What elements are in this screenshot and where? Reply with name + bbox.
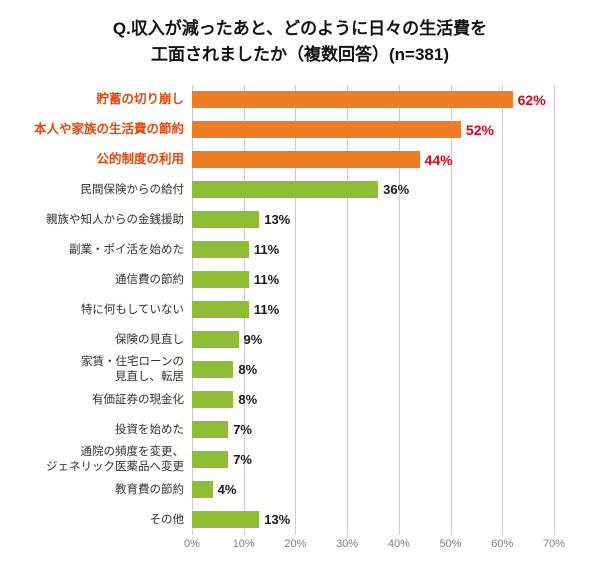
value-label: 52% [465,121,494,138]
category-label: 民間保険からの給付 [80,183,185,196]
chart-row: 親族や知人からの金銭援助 13% [20,205,580,235]
chart-row: 保険の見直し 9% [20,325,580,355]
bar-track: 13% [192,211,554,229]
x-axis: 0% 10% 20% 30% 40% 50% 60% 70% [184,537,565,558]
category-label: 貯蓄の切り崩し [96,91,184,106]
bar [192,451,229,469]
chart-row: 通信費の節約 11% [20,265,580,295]
chart-row: 家賃・住宅ローンの 見直し、転居 8% [20,355,580,385]
bar-track: 8% [192,391,554,409]
bar-track: 52% [192,121,554,139]
category-label: 本人や家族の生活費の節約 [33,121,184,136]
chart-row: 公的制度の利用 44% [20,145,580,175]
bar-track: 62% [192,91,554,109]
bar [192,181,379,199]
category-label: 投資を始めた [115,423,184,436]
bar-track: 36% [192,181,554,199]
axis-tick-label: 50% [439,537,462,550]
bar [192,511,260,529]
category-label: その他 [149,513,185,526]
category-label: 副業・ポイ活を始めた [69,243,184,256]
bar-track: 11% [192,271,554,289]
bar-track: 8% [192,361,554,379]
bar-track: 11% [192,241,554,259]
bar-track: 9% [192,331,554,349]
bar-track: 7% [192,421,554,439]
value-label: 4% [217,482,237,498]
value-label: 62% [517,91,546,108]
value-label: 7% [233,452,252,468]
category-label: 教育費の節約 [115,483,184,496]
chart-row: 特に何もしていない 11% [20,295,580,325]
bar [192,361,234,379]
chart-title-line2: 工面されましたか（複数回答）(n=381) [151,45,449,65]
bar-track: 7% [192,451,554,469]
category-label: 公的制度の利用 [96,151,184,166]
value-label: 8% [238,362,258,378]
chart-title: Q.収入が減ったあと、どのように日々の生活費を 工面されましたか（複数回答）(n… [20,16,580,69]
category-label: 通信費の節約 [115,273,184,286]
bar-track: 4% [192,481,554,499]
category-label: 親族や知人からの金銭援助 [46,213,184,226]
chart-row: 教育費の節約 4% [20,475,580,505]
bar-track: 44% [192,151,554,169]
axis-tick-label: 70% [542,537,566,550]
chart-row: 副業・ポイ活を始めた 11% [20,235,580,265]
chart-row: 投資を始めた 7% [20,415,580,445]
bar [192,481,213,499]
bar [192,91,513,109]
category-label: 特に何もしていない [80,303,184,316]
axis-tick-label: 0% [184,537,200,550]
axis-tick-label: 60% [491,537,514,550]
chart-rows: 貯蓄の切り崩し 62% 本人や家族の生活費の節約 52% 公的制度の利用 44% 民間保険か… [20,85,580,535]
bar-track: 13% [192,511,554,529]
category-label: 家賃・住宅ローンの 見直し、転居 [81,356,184,383]
bar [192,121,461,139]
value-label: 13% [264,212,291,228]
bar [192,331,239,349]
bar [192,391,234,409]
chart-row: 民間保険からの給付 36% [20,175,580,205]
bar [192,421,229,439]
chart-row: 貯蓄の切り崩し 62% [20,85,580,115]
bar [192,151,420,169]
value-label: 44% [424,151,453,168]
chart-row: 本人や家族の生活費の節約 52% [20,115,580,145]
value-label: 9% [243,332,263,348]
category-label: 有価証券の現金化 [92,393,184,406]
value-label: 7% [233,422,252,438]
value-label: 11% [253,242,280,258]
axis-tick-label: 30% [336,537,359,550]
bar-track: 11% [192,301,554,319]
chart-row: 有価証券の現金化 8% [20,385,580,415]
chart-row: その他 13% [20,505,580,535]
axis-tick-label: 20% [284,537,307,550]
axis-tick-label: 40% [387,537,410,550]
value-label: 11% [253,272,280,288]
value-label: 36% [383,182,410,198]
chart-row: 通院の頻度を変更、 ジェネリック医薬品へ変更 7% [20,445,580,475]
bar [192,211,260,229]
value-label: 13% [264,512,291,528]
bar [192,241,249,259]
bar [192,271,249,289]
chart-title-line1: Q.収入が減ったあと、どのように日々の生活費を [112,19,488,38]
axis-tick-label: 10% [232,537,255,550]
value-label: 11% [253,302,280,318]
value-label: 8% [238,392,258,408]
chart-plot-area: 貯蓄の切り崩し 62% 本人や家族の生活費の節約 52% 公的制度の利用 44% 民間保険か… [20,84,580,535]
category-label: 保険の見直し [115,333,184,346]
category-label: 通院の頻度を変更、 ジェネリック医薬品へ変更 [46,446,184,473]
bar [192,301,249,319]
